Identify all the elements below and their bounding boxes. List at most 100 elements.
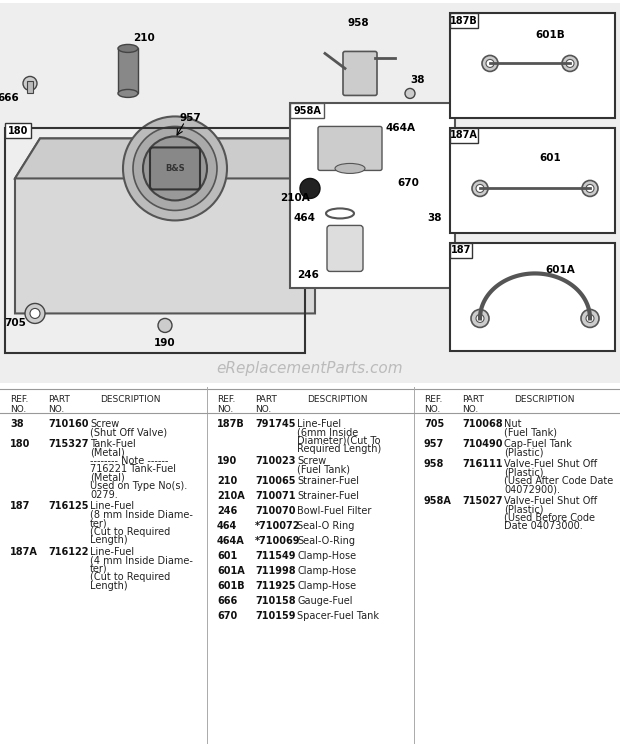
Circle shape bbox=[158, 318, 172, 333]
Text: Required Length): Required Length) bbox=[297, 444, 381, 455]
Text: 716122: 716122 bbox=[48, 547, 89, 557]
Text: 187B: 187B bbox=[217, 419, 245, 429]
Bar bbox=[290, 103, 455, 289]
Text: Date 04073000.: Date 04073000. bbox=[504, 522, 583, 531]
Text: Length): Length) bbox=[90, 581, 128, 591]
Text: 711549: 711549 bbox=[255, 551, 296, 561]
Circle shape bbox=[30, 309, 40, 318]
Text: 705: 705 bbox=[424, 419, 445, 429]
Text: *710069: *710069 bbox=[255, 536, 301, 546]
Text: 187B: 187B bbox=[450, 16, 478, 27]
Text: (6mm Inside: (6mm Inside bbox=[297, 427, 358, 437]
Text: Tank-Fuel: Tank-Fuel bbox=[90, 439, 136, 449]
Text: 601A: 601A bbox=[217, 566, 245, 576]
Text: 710070: 710070 bbox=[255, 506, 296, 516]
Text: ter): ter) bbox=[90, 564, 108, 574]
Text: 711998: 711998 bbox=[255, 566, 296, 576]
Text: Diameter)(Cut To: Diameter)(Cut To bbox=[297, 436, 381, 446]
Bar bbox=[450, 243, 615, 351]
Text: Valve-Fuel Shut Off: Valve-Fuel Shut Off bbox=[504, 496, 597, 506]
Polygon shape bbox=[15, 138, 315, 179]
Text: 180: 180 bbox=[10, 439, 30, 449]
Ellipse shape bbox=[335, 164, 365, 173]
Text: 957: 957 bbox=[179, 113, 201, 124]
Text: 38: 38 bbox=[428, 214, 442, 223]
Text: 210A: 210A bbox=[280, 193, 310, 203]
Text: 710158: 710158 bbox=[255, 596, 296, 606]
Text: 710065: 710065 bbox=[255, 476, 296, 486]
Circle shape bbox=[143, 136, 207, 200]
Ellipse shape bbox=[118, 45, 138, 52]
Text: (8 mm Inside Diame-: (8 mm Inside Diame- bbox=[90, 510, 193, 520]
Bar bbox=[450, 129, 615, 234]
Text: Cap-Fuel Tank: Cap-Fuel Tank bbox=[504, 439, 572, 449]
Text: 187: 187 bbox=[10, 501, 30, 511]
Circle shape bbox=[472, 181, 488, 196]
Text: 04072900).: 04072900). bbox=[504, 484, 560, 494]
Circle shape bbox=[123, 117, 227, 220]
Bar bbox=[450, 129, 478, 144]
Bar bbox=[27, 81, 33, 94]
FancyBboxPatch shape bbox=[150, 147, 200, 190]
Text: (Plastic): (Plastic) bbox=[504, 447, 544, 458]
Bar bbox=[118, 48, 138, 94]
Text: Strainer-Fuel: Strainer-Fuel bbox=[297, 491, 359, 501]
Text: 180: 180 bbox=[8, 126, 28, 136]
Circle shape bbox=[133, 126, 217, 211]
Circle shape bbox=[566, 60, 574, 68]
Text: ter): ter) bbox=[90, 519, 108, 528]
Text: 710490: 710490 bbox=[462, 439, 502, 449]
Text: 187A: 187A bbox=[450, 130, 478, 141]
Text: 187: 187 bbox=[451, 246, 471, 255]
Text: 710023: 710023 bbox=[255, 456, 296, 466]
Text: REF.
NO.: REF. NO. bbox=[424, 395, 443, 414]
Text: 246: 246 bbox=[297, 270, 319, 280]
Text: PART
NO.: PART NO. bbox=[462, 395, 484, 414]
Text: 601: 601 bbox=[539, 153, 561, 164]
Circle shape bbox=[476, 315, 484, 322]
Circle shape bbox=[482, 56, 498, 71]
Bar bbox=[410, 159, 428, 173]
Circle shape bbox=[300, 179, 320, 199]
Circle shape bbox=[405, 89, 415, 98]
Text: 710068: 710068 bbox=[462, 419, 503, 429]
Text: Line-Fuel: Line-Fuel bbox=[297, 419, 341, 429]
Circle shape bbox=[581, 310, 599, 327]
Circle shape bbox=[586, 185, 594, 193]
Text: (Fuel Tank): (Fuel Tank) bbox=[297, 464, 350, 475]
Text: 190: 190 bbox=[217, 456, 237, 466]
Polygon shape bbox=[15, 138, 315, 313]
Text: -------- Note ------: -------- Note ------ bbox=[90, 456, 169, 466]
Bar bbox=[5, 124, 31, 138]
FancyBboxPatch shape bbox=[343, 51, 377, 95]
Bar bbox=[450, 13, 478, 28]
Text: 210: 210 bbox=[133, 33, 155, 43]
Text: 0279.: 0279. bbox=[90, 490, 118, 500]
Text: *710072: *710072 bbox=[255, 521, 301, 531]
Text: 958A: 958A bbox=[424, 496, 452, 506]
Text: 958A: 958A bbox=[293, 106, 321, 117]
Text: 464: 464 bbox=[217, 521, 237, 531]
Text: (Plastic): (Plastic) bbox=[504, 504, 544, 514]
Text: 464A: 464A bbox=[217, 536, 245, 546]
Circle shape bbox=[562, 56, 578, 71]
Text: Used on Type No(s).: Used on Type No(s). bbox=[90, 481, 187, 491]
Text: 601: 601 bbox=[217, 551, 237, 561]
Text: 710160: 710160 bbox=[48, 419, 89, 429]
Text: 601A: 601A bbox=[545, 266, 575, 275]
Text: Bowl-Fuel Filter: Bowl-Fuel Filter bbox=[297, 506, 371, 516]
Text: PART
NO.: PART NO. bbox=[255, 395, 277, 414]
Text: 464A: 464A bbox=[385, 124, 415, 133]
Circle shape bbox=[586, 315, 594, 322]
Text: 38: 38 bbox=[10, 419, 24, 429]
Text: (Used After Code Date: (Used After Code Date bbox=[504, 476, 613, 486]
Text: 716111: 716111 bbox=[462, 459, 502, 469]
Bar bbox=[5, 129, 305, 353]
Text: eReplacementParts.com: eReplacementParts.com bbox=[216, 361, 404, 376]
Text: Length): Length) bbox=[90, 536, 128, 545]
Text: 670: 670 bbox=[217, 611, 237, 621]
Bar bbox=[450, 13, 615, 118]
Text: 670: 670 bbox=[397, 179, 419, 188]
Text: 210A: 210A bbox=[217, 491, 245, 501]
Circle shape bbox=[25, 304, 45, 324]
